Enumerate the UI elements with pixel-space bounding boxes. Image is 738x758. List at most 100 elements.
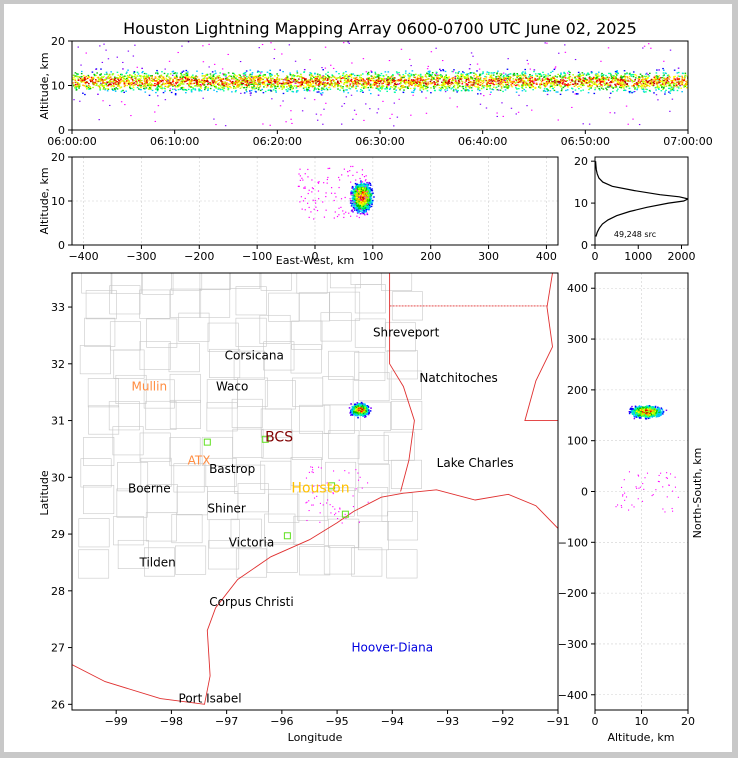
altitude-time-ticks: 06:00:00 06:10:00 06:20:00 06:30:00 06:40:00… <box>47 35 712 148</box>
northsouth-xlabel: Altitude, km <box>607 731 674 744</box>
plan-view-xtick: −92 <box>491 715 514 728</box>
northsouth-ytick: −300 <box>558 638 588 651</box>
figure-canvas: Houston Lightning Mapping Array 0600-070… <box>4 4 732 752</box>
lma-station-marker <box>261 435 269 443</box>
northsouth-altitude-plot <box>595 273 688 710</box>
altitude-eastwest-xtick: −200 <box>184 250 214 263</box>
northsouth-altitude-ticks: 0 10 20 −400 −300 −200 −100 0 100 200 300 400 <box>558 282 695 728</box>
city-label: Mullin <box>132 380 168 394</box>
altitude-time-xtick: 06:40:00 <box>458 135 507 148</box>
plan-view-xtick: −96 <box>270 715 293 728</box>
altitude-histogram-ytick: 20 <box>574 155 588 168</box>
plan-view-ytick: 26 <box>51 698 65 711</box>
altitude-histogram-plot <box>595 161 688 237</box>
altitude-time-xtick: 06:00:00 <box>47 135 96 148</box>
plan-view-xtick: −97 <box>215 715 238 728</box>
altitude-time-panel: 06:00:00 06:10:00 06:20:00 06:30:00 06:40:00… <box>38 35 713 148</box>
altitude-time-ylabel: Altitude, km <box>38 52 51 119</box>
altitude-time-xtick: 06:30:00 <box>355 135 404 148</box>
altitude-time-plot <box>72 41 688 127</box>
northsouth-ytick: −400 <box>558 689 588 702</box>
altitude-histogram-line <box>595 161 688 237</box>
plan-view-ylabel: Latitude <box>38 470 51 516</box>
city-label: BCS <box>265 430 293 446</box>
altitude-eastwest-ylabel: Altitude, km <box>38 167 51 234</box>
altitude-histogram-xtick: 0 <box>592 250 599 263</box>
altitude-histogram-ytick: 10 <box>574 197 588 210</box>
city-label: Port Isabel <box>179 692 242 706</box>
figure-title: Houston Lightning Mapping Array 0600-070… <box>123 19 637 38</box>
city-label: Natchitoches <box>419 371 497 385</box>
plan-view-xtick: −94 <box>381 715 404 728</box>
altitude-histogram-frame <box>594 156 689 246</box>
altitude-eastwest-ytick: 20 <box>51 151 65 164</box>
lma-station-marker <box>341 510 349 518</box>
northsouth-ytick: −100 <box>558 536 588 549</box>
altitude-time-xtick: 06:20:00 <box>253 135 302 148</box>
northsouth-ytick: 400 <box>567 282 588 295</box>
plan-view-map-ticks: −99 −98 −97 −96 −95 −94 −93 −92 −91 26 27 28 29 30 31 3… <box>51 301 570 728</box>
altitude-eastwest-xtick: −300 <box>126 250 156 263</box>
city-label: Houston <box>291 481 349 497</box>
plan-view-map-plot: Shreveport Corsicana Natchitoches Mullin Wac… <box>72 273 558 706</box>
city-label: Corpus Christi <box>209 595 294 609</box>
northsouth-altitude-panel: 0 10 20 −400 −300 −200 −100 0 100 200 300 400 North… <box>558 272 704 744</box>
plan-view-xtick: −93 <box>436 715 459 728</box>
northsouth-xtick: 10 <box>635 715 649 728</box>
plan-view-xtick: −91 <box>546 715 569 728</box>
northsouth-ylabel: North-South, km <box>691 448 704 539</box>
plan-view-ytick: 29 <box>51 528 65 541</box>
histogram-annotation: 49,248 src <box>614 230 656 239</box>
altitude-time-ytick: 20 <box>51 35 65 48</box>
altitude-eastwest-panel: −400 −300 −200 −100 0 100 200 300 400 0 10 20 Altit… <box>38 151 559 267</box>
altitude-eastwest-ytick: 10 <box>51 195 65 208</box>
coastline <box>72 489 558 705</box>
city-label: Boerne <box>128 482 171 496</box>
state-border-tx-la <box>389 273 415 492</box>
state-border-la-ms <box>524 273 558 422</box>
city-label: Corsicana <box>225 348 284 362</box>
altitude-time-ytick: 10 <box>51 80 65 93</box>
northsouth-ytick: −200 <box>558 587 588 600</box>
city-label: Bastrop <box>209 462 255 476</box>
altitude-histogram-ticks: 0 1000 2000 0 10 20 <box>574 155 696 263</box>
lma-station-marker <box>203 438 211 446</box>
altitude-eastwest-xtick: −400 <box>68 250 98 263</box>
altitude-eastwest-ytick: 0 <box>58 239 65 252</box>
plan-view-ytick: 30 <box>51 471 65 484</box>
altitude-eastwest-ticks: −400 −300 −200 −100 0 100 200 300 400 0 10 20 <box>51 151 557 263</box>
altitude-eastwest-xtick: 300 <box>478 250 499 263</box>
city-label: Victoria <box>229 536 275 550</box>
plan-view-map-frame <box>71 272 559 711</box>
altitude-time-ytick: 0 <box>58 124 65 137</box>
city-label: Shreveport <box>373 326 440 340</box>
altitude-eastwest-xtick: 0 <box>312 250 319 263</box>
city-label: Lake Charles <box>437 456 514 470</box>
plan-view-ytick: 31 <box>51 415 65 428</box>
northsouth-xtick: 0 <box>592 715 599 728</box>
city-label: Waco <box>216 380 248 394</box>
lma-station-marker <box>283 532 291 540</box>
altitude-histogram-xtick: 1000 <box>624 250 652 263</box>
plan-view-xlabel: Longitude <box>288 731 343 744</box>
northsouth-ytick: 300 <box>567 333 588 346</box>
altitude-eastwest-xtick: 200 <box>420 250 441 263</box>
altitude-histogram-xtick: 2000 <box>668 250 696 263</box>
northsouth-ytick: 200 <box>567 384 588 397</box>
plan-view-map-panel: Shreveport Corsicana Natchitoches Mullin Wac… <box>38 272 570 744</box>
plan-view-xtick: −99 <box>105 715 128 728</box>
plan-view-ytick: 32 <box>51 358 65 371</box>
altitude-histogram-panel: 0 1000 2000 0 10 20 49,248 src <box>574 155 696 263</box>
plan-view-ytick: 27 <box>51 642 65 655</box>
altitude-time-xtick: 06:50:00 <box>561 135 610 148</box>
altitude-histogram-ytick: 0 <box>581 239 588 252</box>
city-label: Hoover-Diana <box>352 641 434 655</box>
plan-view-xtick: −95 <box>325 715 348 728</box>
altitude-eastwest-xtick: −100 <box>242 250 272 263</box>
lma-figure: Houston Lightning Mapping Array 0600-070… <box>38 19 713 744</box>
city-label: Shiner <box>207 502 246 516</box>
city-label: Tilden <box>138 555 175 569</box>
plan-view-ytick: 33 <box>51 301 65 314</box>
northsouth-xtick: 20 <box>681 715 695 728</box>
city-label: ATX <box>188 453 211 467</box>
